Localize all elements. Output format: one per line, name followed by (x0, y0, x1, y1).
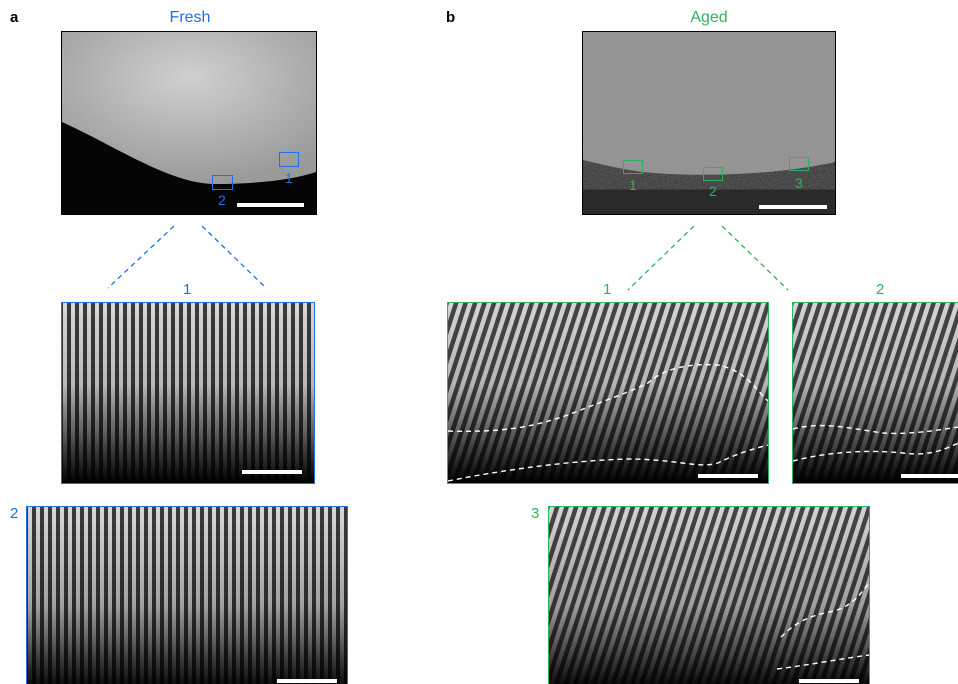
aged-zoom-1-label: 1 (603, 281, 612, 298)
aged-overview-scale-bar (759, 205, 827, 209)
panel-b-letter: b (446, 9, 456, 26)
fresh-zoom-2-scale-bar (277, 679, 337, 683)
panel-b-title: Aged (690, 9, 728, 26)
aged-roi-3-label: 3 (795, 175, 803, 191)
fresh-overview-image: 1 2 (61, 31, 317, 215)
fresh-zoom-2-image (26, 506, 348, 684)
aged-zoom-2-label: 2 (876, 281, 885, 298)
aged-roi-2-label: 2 (709, 183, 717, 199)
fresh-overview-scale-bar (237, 203, 304, 207)
aged-zoom-3-scale-bar (799, 679, 859, 683)
fresh-roi-1-box (279, 152, 299, 167)
panel-a-title: Fresh (169, 9, 211, 26)
fresh-zoom-1-image (61, 302, 315, 484)
aged-roi-3-box (789, 157, 809, 171)
aged-roi-1-label: 1 (629, 177, 637, 193)
aged-zoom-1-scale-bar (698, 474, 758, 478)
aged-zoom-3-image (548, 506, 870, 684)
aged-overview-image: 1 2 3 (582, 31, 836, 215)
panel-a-letter: a (10, 9, 19, 26)
aged-zoom-2-scale-bar (901, 474, 958, 478)
aged-zoom-1-image (447, 302, 769, 484)
fresh-zoom-1-label: 1 (183, 281, 192, 298)
aged-zoom-guides (627, 225, 789, 291)
fresh-zoom-2-label: 2 (10, 505, 19, 522)
fresh-zoom-guides (107, 225, 267, 289)
aged-zoom-2-image (792, 302, 958, 484)
aged-roi-1-box (623, 160, 643, 174)
fresh-zoom-1-scale-bar (242, 470, 302, 474)
fresh-roi-2-label: 2 (218, 192, 226, 208)
fresh-roi-2-box (212, 175, 233, 190)
fresh-roi-1-label: 1 (285, 170, 293, 186)
aged-roi-2-box (703, 167, 723, 181)
aged-zoom-3-label: 3 (531, 505, 540, 522)
